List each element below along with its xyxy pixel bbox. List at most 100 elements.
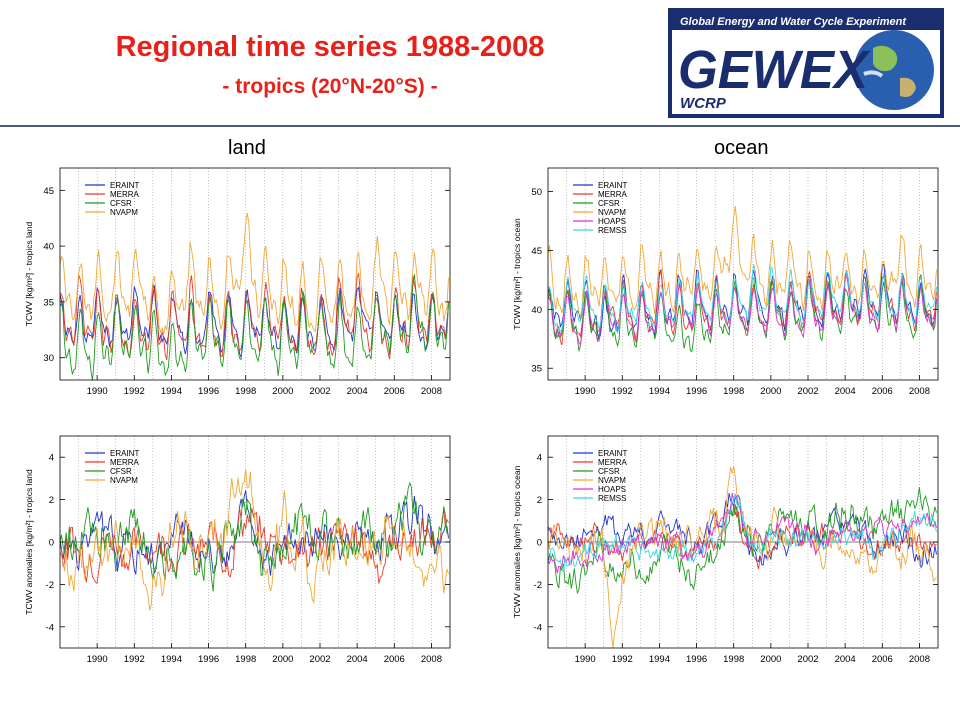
x-tick-label: 1998 — [235, 386, 256, 397]
y-tick-label: -4 — [534, 622, 542, 633]
legend-label: NVAPM — [598, 208, 626, 217]
series-line-nvapm — [548, 466, 937, 648]
x-tick-label: 1990 — [575, 386, 596, 397]
legend-label: CFSR — [598, 199, 620, 208]
legend-label: REMSS — [598, 226, 626, 235]
logo-mark: GEWEX — [678, 40, 871, 100]
series-line-merra — [548, 504, 937, 570]
x-tick-label: 1994 — [161, 654, 182, 665]
axes-frame — [547, 167, 939, 381]
y-tick-label: -4 — [46, 622, 54, 633]
series-line-nvapm — [548, 205, 937, 317]
legend-label: ERAINT — [110, 181, 139, 190]
x-tick-label: 1996 — [686, 654, 707, 665]
y-tick-label: 40 — [43, 242, 54, 253]
x-tick-label: 1996 — [198, 654, 219, 665]
slide-subtitle: - tropics (20°N-20°S) - — [222, 75, 438, 98]
x-tick-label: 1990 — [575, 654, 596, 665]
y-tick-label: -2 — [46, 580, 54, 591]
chart-ocean-tcwv: 35 40 45 50 1990 1992 1994 1996 1998 2000 2002 2004… — [512, 167, 939, 397]
x-tick-label: 2002 — [797, 386, 818, 397]
slide-title: Regional time series 1988-2008 — [115, 31, 545, 63]
series-line-remss — [548, 494, 937, 574]
y-tick-label: 4 — [537, 453, 542, 464]
legend-label: CFSR — [110, 467, 132, 476]
x-tick-label: 1990 — [87, 386, 108, 397]
x-tick-label: 2006 — [384, 654, 405, 665]
x-tick-label: 2008 — [909, 386, 930, 397]
x-tick-label: 1992 — [124, 654, 145, 665]
x-tick-label: 2004 — [835, 386, 856, 397]
header-rule — [0, 125, 960, 127]
legend-label: REMSS — [598, 494, 626, 503]
x-tick-label: 1994 — [649, 654, 670, 665]
y-tick-label: 2 — [537, 495, 542, 506]
x-tick-label: 2008 — [909, 654, 930, 665]
axes-frame — [59, 167, 451, 381]
x-tick-label: 1996 — [686, 386, 707, 397]
y-axis-label: TCWV [kg/m²] - tropics land — [24, 222, 34, 327]
y-tick-label: 50 — [531, 187, 542, 198]
column-title-ocean: ocean — [714, 137, 769, 159]
y-tick-label: 0 — [49, 538, 54, 549]
x-tick-label: 2000 — [272, 654, 293, 665]
column-title-land: land — [228, 137, 266, 159]
series-line-nvapm — [60, 212, 449, 335]
series-group — [60, 469, 449, 611]
y-tick-label: 2 — [49, 495, 54, 506]
legend-label: CFSR — [598, 467, 620, 476]
y-axis-label: TCWV anomalies [kg/m²] - tropics ocean — [512, 465, 522, 618]
x-tick-label: 2002 — [309, 654, 330, 665]
series-line-hoaps — [548, 274, 937, 347]
y-tick-label: 30 — [43, 353, 54, 364]
x-tick-label: 1996 — [198, 386, 219, 397]
x-tick-label: 2006 — [872, 654, 893, 665]
series-line-remss — [548, 264, 937, 334]
x-tick-label: 1998 — [235, 654, 256, 665]
x-tick-label: 1992 — [612, 386, 633, 397]
legend-label: NVAPM — [110, 476, 138, 485]
x-tick-label: 2004 — [835, 654, 856, 665]
earth-land-icon — [873, 45, 898, 72]
x-tick-label: 1992 — [124, 386, 145, 397]
legend-label: NVAPM — [110, 208, 138, 217]
y-axis-label: TCWV anomalies [kg/m²] - tropics land — [24, 469, 34, 615]
y-tick-label: 35 — [531, 364, 542, 375]
gewex-logo: Global Energy and Water Cycle Experiment… — [668, 8, 944, 118]
y-axis-label: TCWV [kg/m²] - tropics ocean — [512, 218, 522, 330]
x-tick-label: 2000 — [760, 386, 781, 397]
x-tick-label: 1994 — [649, 386, 670, 397]
earth-cloud-icon — [863, 70, 884, 78]
legend-label: MERRA — [598, 190, 628, 199]
y-tick-label: 4 — [49, 453, 54, 464]
x-tick-label: 2004 — [347, 654, 368, 665]
series-group — [60, 212, 449, 380]
x-tick-label: 2004 — [347, 386, 368, 397]
x-tick-label: 1990 — [87, 654, 108, 665]
logo-sub: WCRP — [680, 95, 727, 112]
legend-label: ERAINT — [110, 449, 139, 458]
x-tick-label: 1998 — [723, 386, 744, 397]
x-tick-label: 1998 — [723, 654, 744, 665]
chart-ocean-anomalies: -4 -2 0 2 4 1990 1992 1994 1996 1998 2000 2002 2004 2… — [512, 435, 939, 665]
series-group — [548, 205, 937, 353]
legend-label: ERAINT — [598, 181, 627, 190]
y-tick-label: -2 — [534, 580, 542, 591]
chart-land-tcwv: 30 35 40 45 1990 1992 1994 1996 1998 2000 2002 2004… — [24, 167, 451, 397]
legend-label: HOAPS — [598, 485, 626, 494]
x-tick-label: 2006 — [384, 386, 405, 397]
logo-tagline: Global Energy and Water Cycle Experiment — [680, 16, 907, 28]
x-tick-label: 2000 — [760, 654, 781, 665]
y-tick-label: 45 — [531, 246, 542, 257]
y-tick-label: 45 — [43, 186, 54, 197]
series-line-nvapm — [60, 469, 449, 611]
legend-label: HOAPS — [598, 217, 626, 226]
series-line-eraint — [60, 285, 449, 359]
chart-land-anomalies: -4 -2 0 2 4 1990 1992 1994 1996 1998 2000 2002 2004 2… — [24, 435, 451, 665]
y-tick-label: 40 — [531, 305, 542, 316]
x-tick-label: 2006 — [872, 386, 893, 397]
series-line-eraint — [548, 263, 937, 341]
x-tick-label: 1994 — [161, 386, 182, 397]
earth-land-icon — [900, 77, 916, 97]
x-tick-label: 2002 — [797, 654, 818, 665]
